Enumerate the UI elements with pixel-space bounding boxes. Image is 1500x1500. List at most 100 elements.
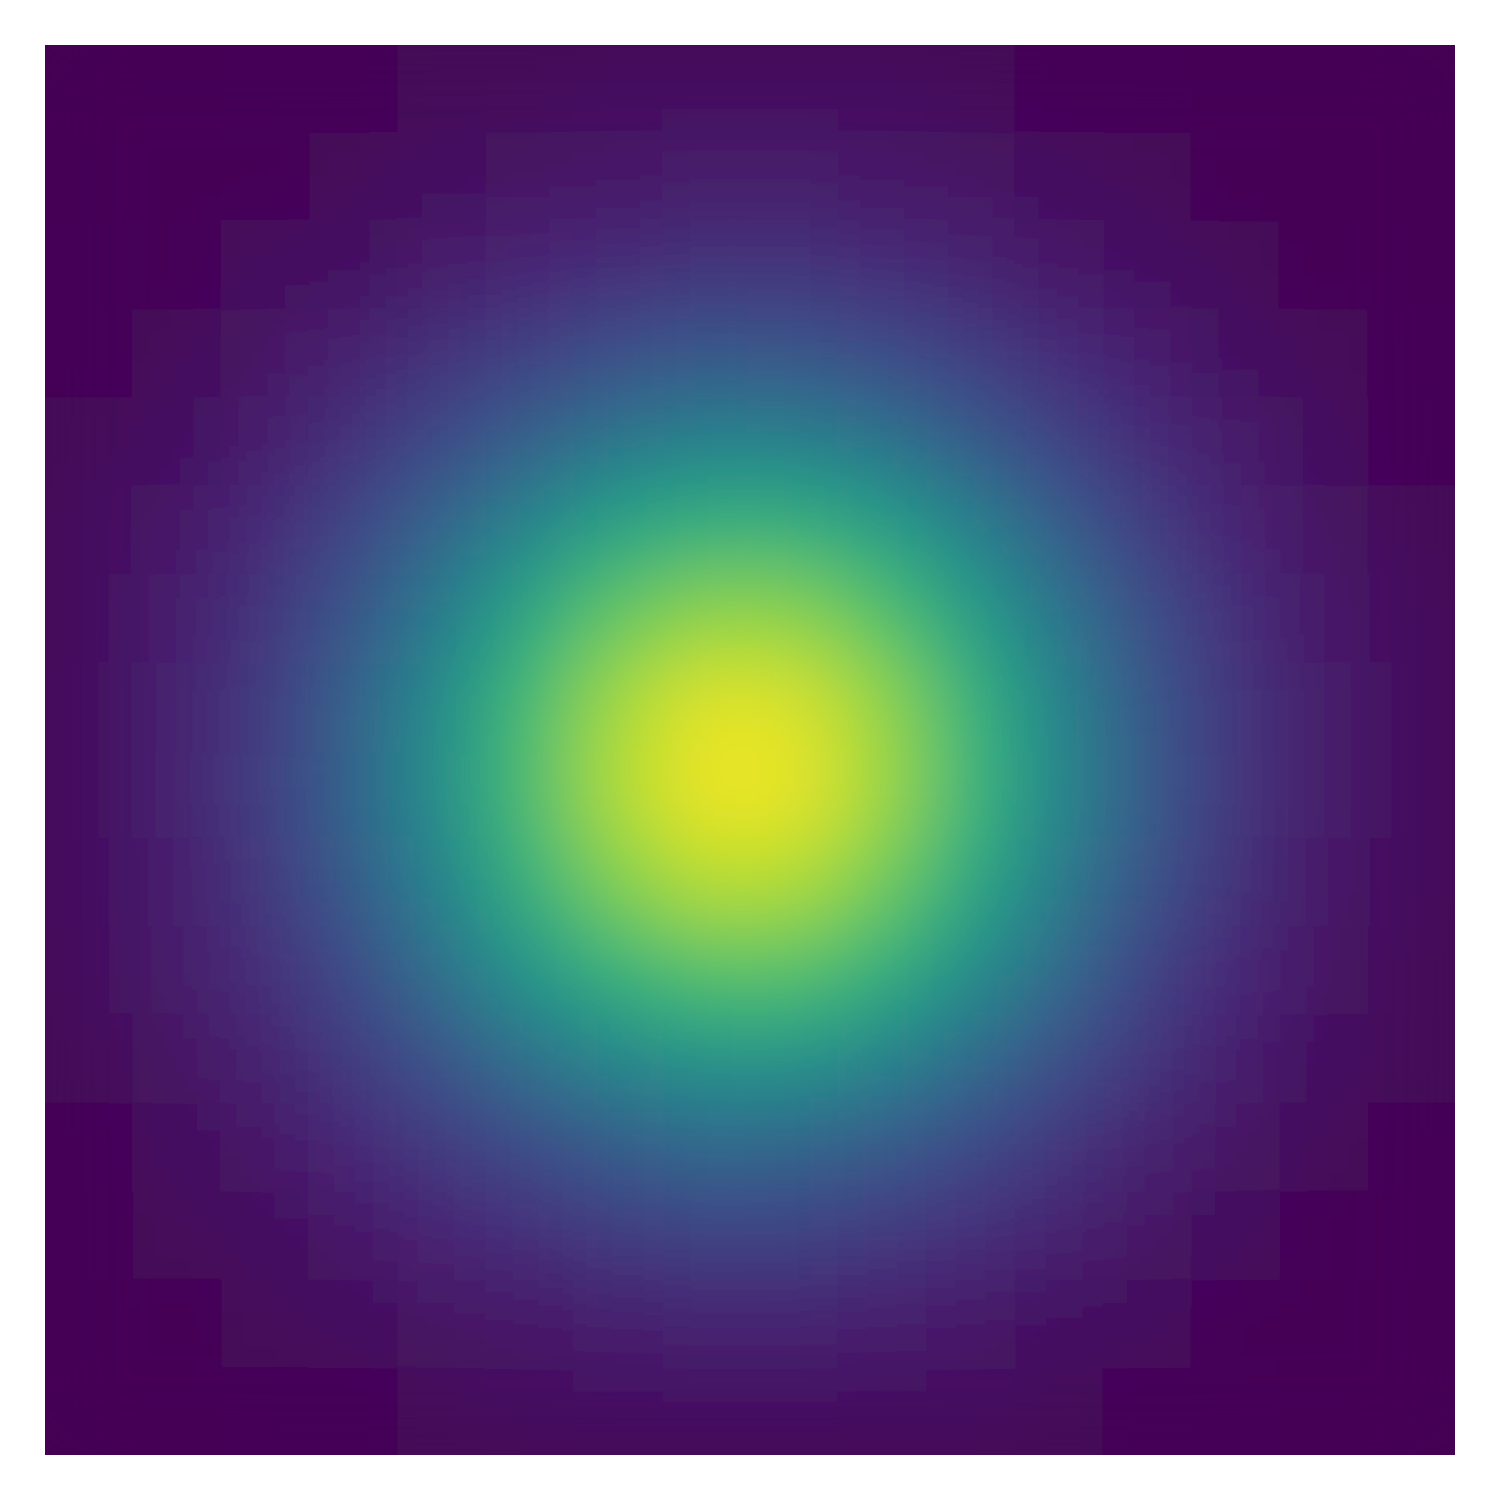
heatmap-cell	[1366, 926, 1455, 1015]
heatmap-cell	[1366, 133, 1455, 222]
heatmap-cell	[1278, 309, 1368, 398]
heatmap-cell	[926, 1190, 1015, 1280]
heatmap-cell	[838, 397, 927, 487]
heatmap-cell	[750, 926, 839, 1015]
heatmap-cell	[1102, 750, 1192, 839]
heatmap-cell	[1102, 1278, 1192, 1368]
heatmap-cell	[1014, 1366, 1103, 1455]
heatmap-cell	[133, 1102, 222, 1192]
heatmap-cell	[1014, 485, 1103, 575]
heatmap-cell	[1014, 1190, 1103, 1280]
heatmap-cell	[573, 1014, 663, 1103]
heatmap-cell	[1278, 485, 1368, 575]
heatmap-cell	[661, 45, 751, 134]
heatmap-cell	[309, 221, 398, 310]
heatmap-cell	[1190, 573, 1280, 663]
heatmap-cell	[1102, 45, 1192, 134]
heatmap-cell	[133, 750, 222, 839]
heatmap-cell	[397, 1278, 487, 1368]
heatmap-cell	[485, 133, 575, 222]
heatmap-cell	[661, 573, 751, 663]
heatmap-cell	[1278, 838, 1368, 927]
heatmap-cell	[1190, 1102, 1280, 1192]
heatmap-cell	[573, 221, 663, 310]
heatmap-cell	[750, 750, 839, 839]
heatmap-cell	[133, 661, 222, 751]
heatmap-cell	[221, 750, 310, 839]
heatmap-cell	[661, 1278, 751, 1368]
heatmap-cell	[926, 1366, 1015, 1455]
heatmap-cell	[221, 309, 310, 398]
heatmap-cell	[838, 309, 927, 398]
heatmap-cell	[1190, 1014, 1280, 1103]
heatmap-cell	[309, 133, 398, 222]
heatmap-cell	[750, 221, 839, 310]
heatmap-cell	[221, 838, 310, 927]
heatmap-cell	[838, 750, 927, 839]
heatmap-cell	[661, 1190, 751, 1280]
heatmap-cell	[838, 1278, 927, 1368]
heatmap-cell	[485, 838, 575, 927]
heatmap-cell	[1102, 1190, 1192, 1280]
heatmap-cell	[133, 838, 222, 927]
heatmap-cell	[133, 397, 222, 487]
heatmap-cell	[221, 221, 310, 310]
heatmap-cell	[45, 838, 134, 927]
heatmap-cell	[1278, 1102, 1368, 1192]
heatmap-cell	[133, 1014, 222, 1103]
heatmap-cell	[573, 573, 663, 663]
heatmap-cell	[221, 485, 310, 575]
heatmap-cell	[573, 309, 663, 398]
heatmap-cell	[45, 750, 134, 839]
heatmap-cell	[1102, 573, 1192, 663]
heatmap-cell	[661, 926, 751, 1015]
heatmap-cells	[45, 45, 1455, 1455]
heatmap-cell	[750, 1366, 839, 1455]
heatmap-cell	[133, 485, 222, 575]
heatmap-cell	[573, 1278, 663, 1368]
heatmap-cell	[573, 750, 663, 839]
heatmap-cell	[1278, 397, 1368, 487]
heatmap-cell	[485, 45, 575, 134]
heatmap-cell	[1102, 397, 1192, 487]
heatmap-cell	[133, 1278, 222, 1368]
heatmap-cell	[309, 750, 398, 839]
heatmap-cell	[838, 45, 927, 134]
heatmap-cell	[573, 838, 663, 927]
heatmap-cell	[397, 1014, 487, 1103]
heatmap-cell	[1366, 1102, 1455, 1192]
heatmap-cell	[397, 133, 487, 222]
heatmap-cell	[397, 1102, 487, 1192]
heatmap-cell	[1014, 750, 1103, 839]
heatmap-cell	[1102, 1366, 1192, 1455]
heatmap-cell	[485, 1014, 575, 1103]
heatmap-cell	[309, 397, 398, 487]
heatmap-cell	[1366, 661, 1455, 751]
heatmap-cell	[1278, 1278, 1368, 1368]
heatmap-cell	[45, 485, 134, 575]
heatmap-cell	[926, 485, 1015, 575]
heatmap-cell	[309, 1014, 398, 1103]
heatmap-cell	[661, 750, 751, 839]
heatmap-cell	[1190, 926, 1280, 1015]
heatmap-cell	[1102, 661, 1192, 751]
heatmap-cell	[45, 1190, 134, 1280]
heatmap-cell	[485, 485, 575, 575]
heatmap-cell	[926, 838, 1015, 927]
heatmap-cell	[750, 1190, 839, 1280]
heatmap-cell	[1278, 573, 1368, 663]
heatmap-cell	[1366, 838, 1455, 927]
heatmap-cell	[926, 573, 1015, 663]
heatmap-cell	[838, 1102, 927, 1192]
heatmap-cell	[838, 1190, 927, 1280]
heatmap-cell	[573, 1366, 663, 1455]
heatmap-cell	[1366, 1190, 1455, 1280]
heatmap-cell	[750, 397, 839, 487]
heatmap-cell	[838, 661, 927, 751]
heatmap-cell	[309, 45, 398, 134]
heatmap-cell	[45, 397, 134, 487]
heatmap-cell	[485, 397, 575, 487]
heatmap-cell	[1014, 1278, 1103, 1368]
heatmap-cell	[573, 1102, 663, 1192]
